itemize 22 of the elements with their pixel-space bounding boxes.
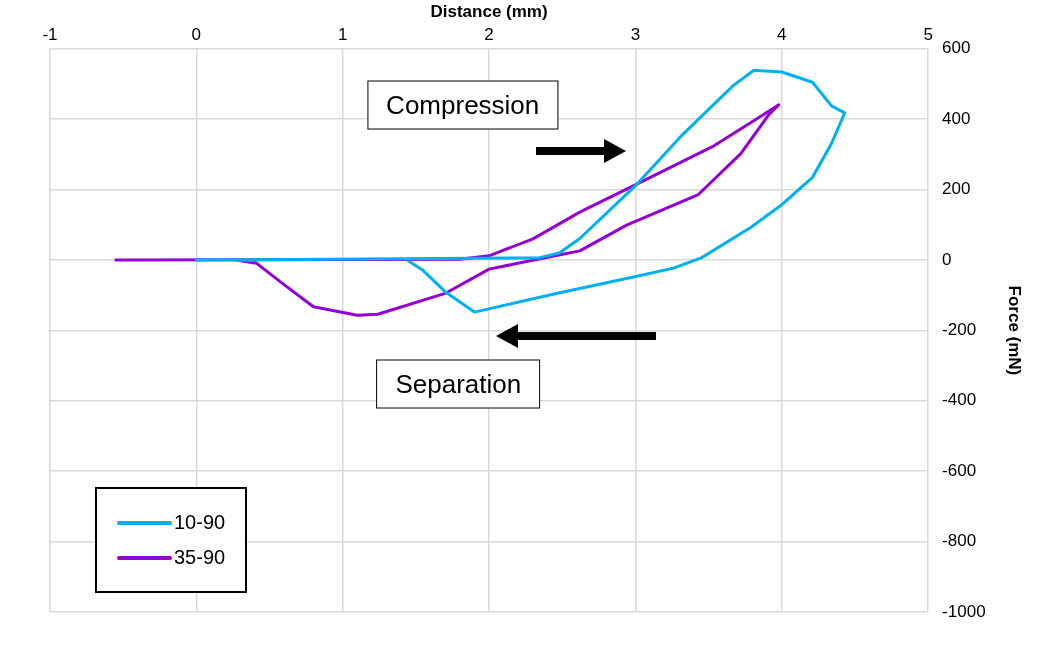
y-axis-title: Force (mN) <box>1005 285 1025 376</box>
x-tick-label: 0 <box>191 25 202 45</box>
legend-label: 10-90 <box>174 511 226 534</box>
annotation: Separation <box>376 359 541 409</box>
y-tick-label: 0 <box>942 249 952 269</box>
x-tick-label: 3 <box>630 25 641 45</box>
y-tick-label: -200 <box>942 320 977 340</box>
x-axis-title: Distance (mm) <box>430 1 548 21</box>
y-tick-label: 200 <box>942 179 971 199</box>
legend-label: 35-90 <box>174 546 226 569</box>
y-tick-label: -400 <box>942 390 977 410</box>
annotation: Compression <box>367 80 559 130</box>
x-tick-label: -1 <box>42 25 58 45</box>
x-tick-label: 2 <box>484 25 494 45</box>
x-tick-label: 1 <box>337 25 348 45</box>
y-tick-label: -1000 <box>942 601 986 621</box>
x-tick-label: 5 <box>923 25 933 45</box>
x-tick-label: 4 <box>777 25 787 45</box>
y-tick-label: -600 <box>942 460 977 480</box>
y-tick-label: 400 <box>942 108 971 128</box>
y-tick-label: 600 <box>942 38 971 58</box>
y-tick-label: -800 <box>942 531 977 551</box>
